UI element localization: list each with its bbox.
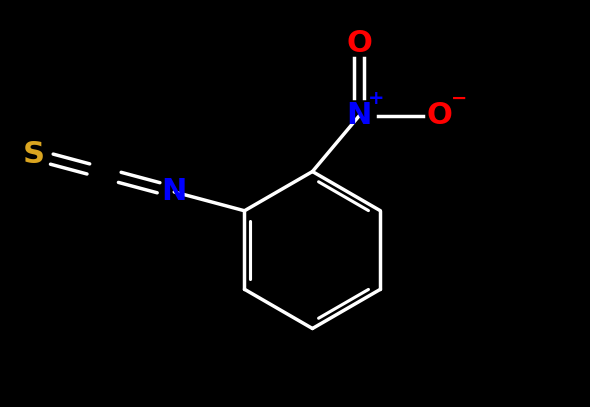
Text: O: O xyxy=(426,101,452,130)
Text: N: N xyxy=(346,101,372,130)
Text: N: N xyxy=(162,177,187,206)
Text: O: O xyxy=(346,28,372,58)
Text: S: S xyxy=(23,140,45,169)
Text: +: + xyxy=(368,89,385,108)
Text: −: − xyxy=(451,89,468,108)
